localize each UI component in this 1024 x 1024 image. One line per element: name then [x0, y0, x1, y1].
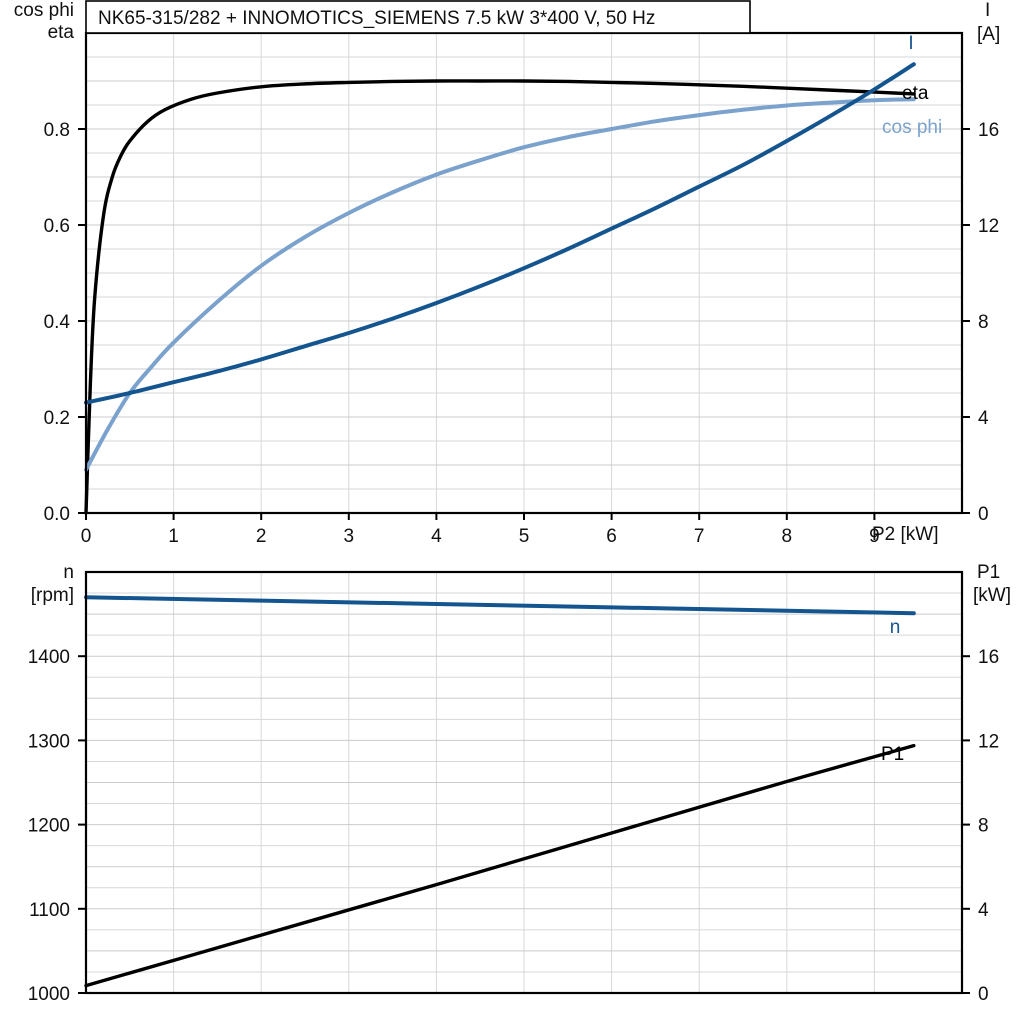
top-right-tick-label: 4: [978, 408, 989, 429]
top-x-tick-label: 7: [694, 526, 705, 547]
bottom-right-tick-label: 4: [978, 900, 989, 921]
top-x-tick-label: 9: [869, 526, 880, 547]
top-x-tick-label: 8: [782, 526, 793, 547]
bottom-chart-gridlines: [85, 571, 963, 994]
bottom-left-axis-label-line1: n: [63, 562, 74, 583]
top-left-tick-label: 0.0: [44, 504, 70, 525]
bottom-left-tick-label: 1400: [28, 647, 70, 668]
top-chart-tick-marks: [78, 128, 970, 520]
top-x-tick-label: 6: [606, 526, 617, 547]
top-x-tick-label: 2: [256, 526, 267, 547]
top-x-axis-label: P2 [kW]: [872, 524, 939, 545]
top-x-tick-label: 5: [519, 526, 530, 547]
bottom-chart-frame: [84, 570, 964, 995]
bottom-left-tick-label: 1100: [29, 900, 70, 921]
top-right-tick-label: 12: [978, 216, 999, 237]
curve-label-power: P1: [881, 744, 904, 765]
top-left-tick-label: 0.6: [44, 216, 70, 237]
curve-label-current: I: [908, 33, 913, 54]
chart-title: NK65-315/282 + INNOMOTICS_SIEMENS 7.5 kW…: [98, 8, 655, 29]
top-right-axis-label-line1: I: [985, 0, 990, 21]
bottom-right-axis-label-line1: P1: [977, 562, 1000, 583]
bottom-right-tick-label: 8: [978, 816, 989, 837]
top-left-tick-label: 0.8: [44, 120, 70, 141]
bottom-left-axis-label-line2: [rpm]: [31, 585, 74, 606]
bottom-left-tick-label: 1000: [28, 984, 70, 1005]
bottom-right-tick-label: 0: [978, 984, 989, 1005]
bottom-chart-tick-labels: 1000 1100 1200 1300 1400 0 4 8 12 16: [28, 647, 999, 1005]
top-curve-I: [84, 62, 916, 405]
bottom-right-tick-label: 16: [978, 647, 999, 668]
top-left-axis-label-line2: eta: [48, 22, 75, 43]
top-left-tick-label: 0.4: [44, 312, 71, 333]
bottom-right-axis-label-line2: [kW]: [973, 585, 1011, 606]
bottom-left-tick-label: 1200: [28, 816, 70, 837]
curve-label-cos-phi: cos phi: [882, 117, 942, 138]
top-x-tick-label: 3: [344, 526, 355, 547]
bottom-chart-curves: [84, 595, 916, 988]
top-right-axis-label-line2: [A]: [977, 24, 1000, 45]
top-right-tick-label: 0: [978, 504, 989, 525]
top-x-tick-label: 4: [431, 526, 442, 547]
bottom-chart-tick-marks: [78, 655, 970, 994]
top-curve-cos-phi: [84, 97, 916, 472]
top-chart-curves: [84, 62, 916, 515]
curve-label-speed: n: [890, 617, 901, 638]
bottom-right-tick-label: 12: [978, 731, 999, 752]
bottom-curve-P1: [84, 743, 916, 988]
top-right-tick-label: 8: [978, 312, 989, 333]
top-chart-gridlines: [85, 32, 963, 514]
top-curve-eta: [84, 79, 916, 515]
top-left-tick-label: 0.2: [44, 408, 70, 429]
title-box: [85, 0, 751, 34]
top-left-axis-label-line1: cos phi: [14, 0, 74, 21]
top-right-tick-label: 16: [978, 120, 999, 141]
bottom-chart: 1000 1100 1200 1300 1400 0 4 8 12 16 n [rpm] P1 […: [28, 562, 1011, 1005]
bottom-curve-n: [84, 595, 916, 616]
curve-label-eta: eta: [902, 83, 929, 104]
top-x-tick-label: 1: [168, 526, 179, 547]
bottom-left-tick-label: 1300: [28, 731, 70, 752]
top-x-tick-label: 0: [81, 526, 92, 547]
